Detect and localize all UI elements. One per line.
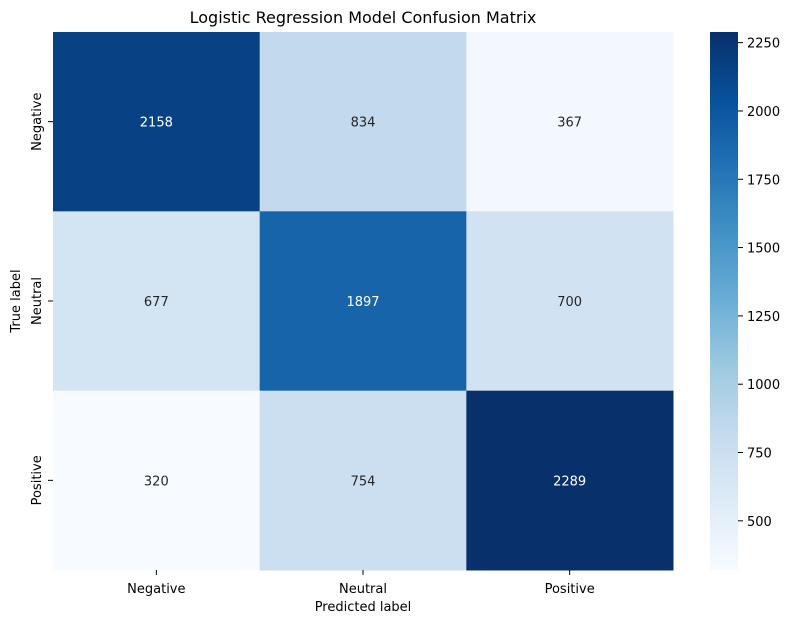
y-tick-label: Positive [30, 455, 45, 505]
colorbar-tick-label: 1750 [747, 173, 780, 188]
x-tick-label: Negative [127, 582, 185, 597]
cell-value-label: 1897 [346, 295, 379, 310]
x-tick-label: Positive [545, 582, 595, 597]
y-axis-label: True label [9, 269, 24, 333]
heatmap-cells [53, 32, 674, 571]
colorbar-tick-label: 750 [747, 447, 772, 462]
cell-value-label: 700 [557, 295, 582, 310]
colorbar-tick-label: 500 [747, 515, 772, 530]
x-axis-ticks: Negative Neutral Positive [127, 570, 595, 597]
cell-value-label: 754 [351, 474, 376, 489]
x-axis-label: Predicted label [315, 600, 412, 615]
colorbar-tick-label: 1000 [747, 378, 780, 393]
cell-value-label: 2289 [553, 474, 586, 489]
heatmap-cell [53, 32, 261, 212]
heatmap-cell [259, 211, 467, 392]
y-tick-label: Negative [30, 92, 45, 150]
heatmap-cell [466, 390, 674, 571]
cell-value-label: 677 [144, 295, 169, 310]
heatmap-cell [259, 390, 467, 571]
heatmap-cell [466, 32, 674, 212]
heatmap-cell [53, 390, 261, 571]
colorbar [710, 32, 738, 570]
heatmap-cell [466, 211, 674, 392]
colorbar-ticks: 500 750 1000 1250 1500 1750 2000 2250 [738, 37, 780, 530]
cell-value-label: 367 [557, 116, 582, 131]
cell-value-label: 2158 [140, 116, 173, 131]
cell-value-label: 834 [351, 116, 376, 131]
y-tick-label: Neutral [30, 277, 45, 325]
heatmap-cell [53, 211, 261, 392]
colorbar-tick-label: 2250 [747, 37, 780, 52]
heatmap-cell-labels: 2158 834 367 677 1897 700 320 754 2289 [140, 116, 586, 490]
colorbar-tick-label: 2000 [747, 105, 780, 120]
cell-value-label: 320 [144, 474, 169, 489]
x-tick-label: Neutral [339, 582, 387, 597]
y-axis-ticks: Negative Neutral Positive [30, 92, 53, 505]
chart-title: Logistic Regression Model Confusion Matr… [190, 8, 537, 27]
colorbar-tick-label: 1500 [747, 242, 780, 257]
colorbar-tick-label: 1250 [747, 310, 780, 325]
heatmap-cell [259, 32, 467, 212]
